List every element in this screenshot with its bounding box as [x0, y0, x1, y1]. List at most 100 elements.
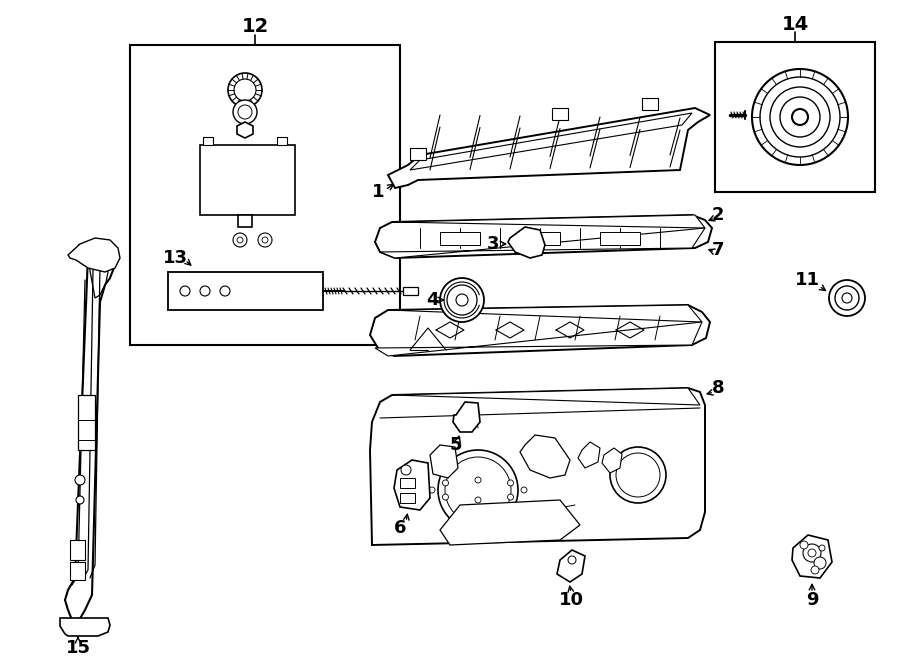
Circle shape: [568, 556, 576, 564]
Text: 15: 15: [66, 639, 91, 657]
Circle shape: [447, 285, 477, 315]
Polygon shape: [370, 305, 710, 356]
Polygon shape: [792, 535, 832, 578]
Circle shape: [475, 497, 481, 503]
Polygon shape: [88, 250, 108, 298]
Circle shape: [443, 480, 448, 486]
Circle shape: [752, 69, 848, 165]
Polygon shape: [277, 137, 287, 145]
Polygon shape: [403, 287, 418, 295]
Polygon shape: [440, 500, 580, 545]
Polygon shape: [168, 272, 323, 310]
Circle shape: [814, 557, 826, 569]
Polygon shape: [508, 227, 545, 258]
Polygon shape: [578, 442, 600, 468]
Bar: [130, 45, 400, 345]
Polygon shape: [388, 305, 702, 322]
Circle shape: [508, 480, 514, 486]
Polygon shape: [600, 232, 640, 245]
Circle shape: [200, 286, 210, 296]
Circle shape: [770, 87, 830, 147]
Polygon shape: [520, 435, 570, 478]
Polygon shape: [237, 122, 253, 138]
Text: 11: 11: [795, 271, 820, 289]
Circle shape: [220, 286, 230, 296]
Circle shape: [808, 549, 816, 557]
Polygon shape: [400, 493, 415, 503]
Polygon shape: [370, 388, 705, 545]
Circle shape: [803, 544, 821, 562]
Polygon shape: [520, 232, 560, 245]
Circle shape: [475, 477, 481, 483]
Text: 1: 1: [372, 183, 384, 201]
Circle shape: [234, 79, 256, 101]
Text: 6: 6: [394, 519, 406, 537]
Polygon shape: [642, 98, 658, 110]
Circle shape: [508, 494, 514, 500]
Circle shape: [616, 453, 660, 497]
Circle shape: [233, 100, 257, 124]
Text: 13: 13: [163, 249, 187, 267]
Polygon shape: [238, 215, 252, 227]
Polygon shape: [410, 113, 692, 170]
Polygon shape: [203, 137, 213, 145]
Circle shape: [819, 545, 825, 551]
Polygon shape: [552, 108, 568, 120]
Circle shape: [180, 286, 190, 296]
Circle shape: [258, 233, 272, 247]
Polygon shape: [400, 478, 415, 488]
Text: 14: 14: [781, 15, 808, 34]
Circle shape: [792, 109, 808, 125]
Circle shape: [829, 280, 865, 316]
Polygon shape: [440, 232, 480, 245]
Text: 9: 9: [806, 591, 818, 609]
Circle shape: [445, 457, 511, 523]
Circle shape: [440, 278, 484, 322]
Polygon shape: [380, 228, 705, 258]
Text: 2: 2: [712, 206, 724, 224]
Circle shape: [262, 237, 268, 243]
Text: 12: 12: [241, 17, 268, 36]
Polygon shape: [375, 322, 702, 356]
Circle shape: [429, 487, 435, 493]
Circle shape: [75, 475, 85, 485]
Text: 4: 4: [426, 291, 438, 309]
Polygon shape: [430, 445, 458, 478]
Polygon shape: [375, 215, 712, 258]
Circle shape: [238, 105, 252, 119]
Circle shape: [76, 496, 84, 504]
Polygon shape: [78, 395, 95, 450]
Polygon shape: [394, 460, 430, 510]
Text: 10: 10: [559, 591, 583, 609]
Polygon shape: [392, 388, 700, 405]
Polygon shape: [68, 238, 120, 272]
Polygon shape: [65, 240, 115, 622]
Polygon shape: [602, 448, 622, 473]
Circle shape: [610, 447, 666, 503]
Polygon shape: [392, 215, 705, 228]
Polygon shape: [200, 145, 295, 215]
Circle shape: [233, 233, 247, 247]
Circle shape: [401, 465, 411, 475]
Polygon shape: [70, 540, 85, 560]
Polygon shape: [410, 148, 426, 160]
Circle shape: [800, 541, 808, 549]
Circle shape: [456, 294, 468, 306]
Circle shape: [842, 293, 852, 303]
Circle shape: [237, 237, 243, 243]
Polygon shape: [70, 562, 85, 580]
Polygon shape: [388, 108, 710, 188]
Circle shape: [521, 487, 527, 493]
Text: 5: 5: [450, 436, 463, 454]
Circle shape: [811, 566, 819, 574]
Polygon shape: [60, 618, 110, 636]
Circle shape: [760, 77, 840, 157]
Text: 3: 3: [487, 235, 500, 253]
Text: 7: 7: [712, 241, 724, 259]
Polygon shape: [453, 402, 480, 432]
Circle shape: [228, 73, 262, 107]
Circle shape: [780, 97, 820, 137]
Text: 8: 8: [712, 379, 724, 397]
Circle shape: [835, 286, 859, 310]
Polygon shape: [557, 550, 585, 582]
